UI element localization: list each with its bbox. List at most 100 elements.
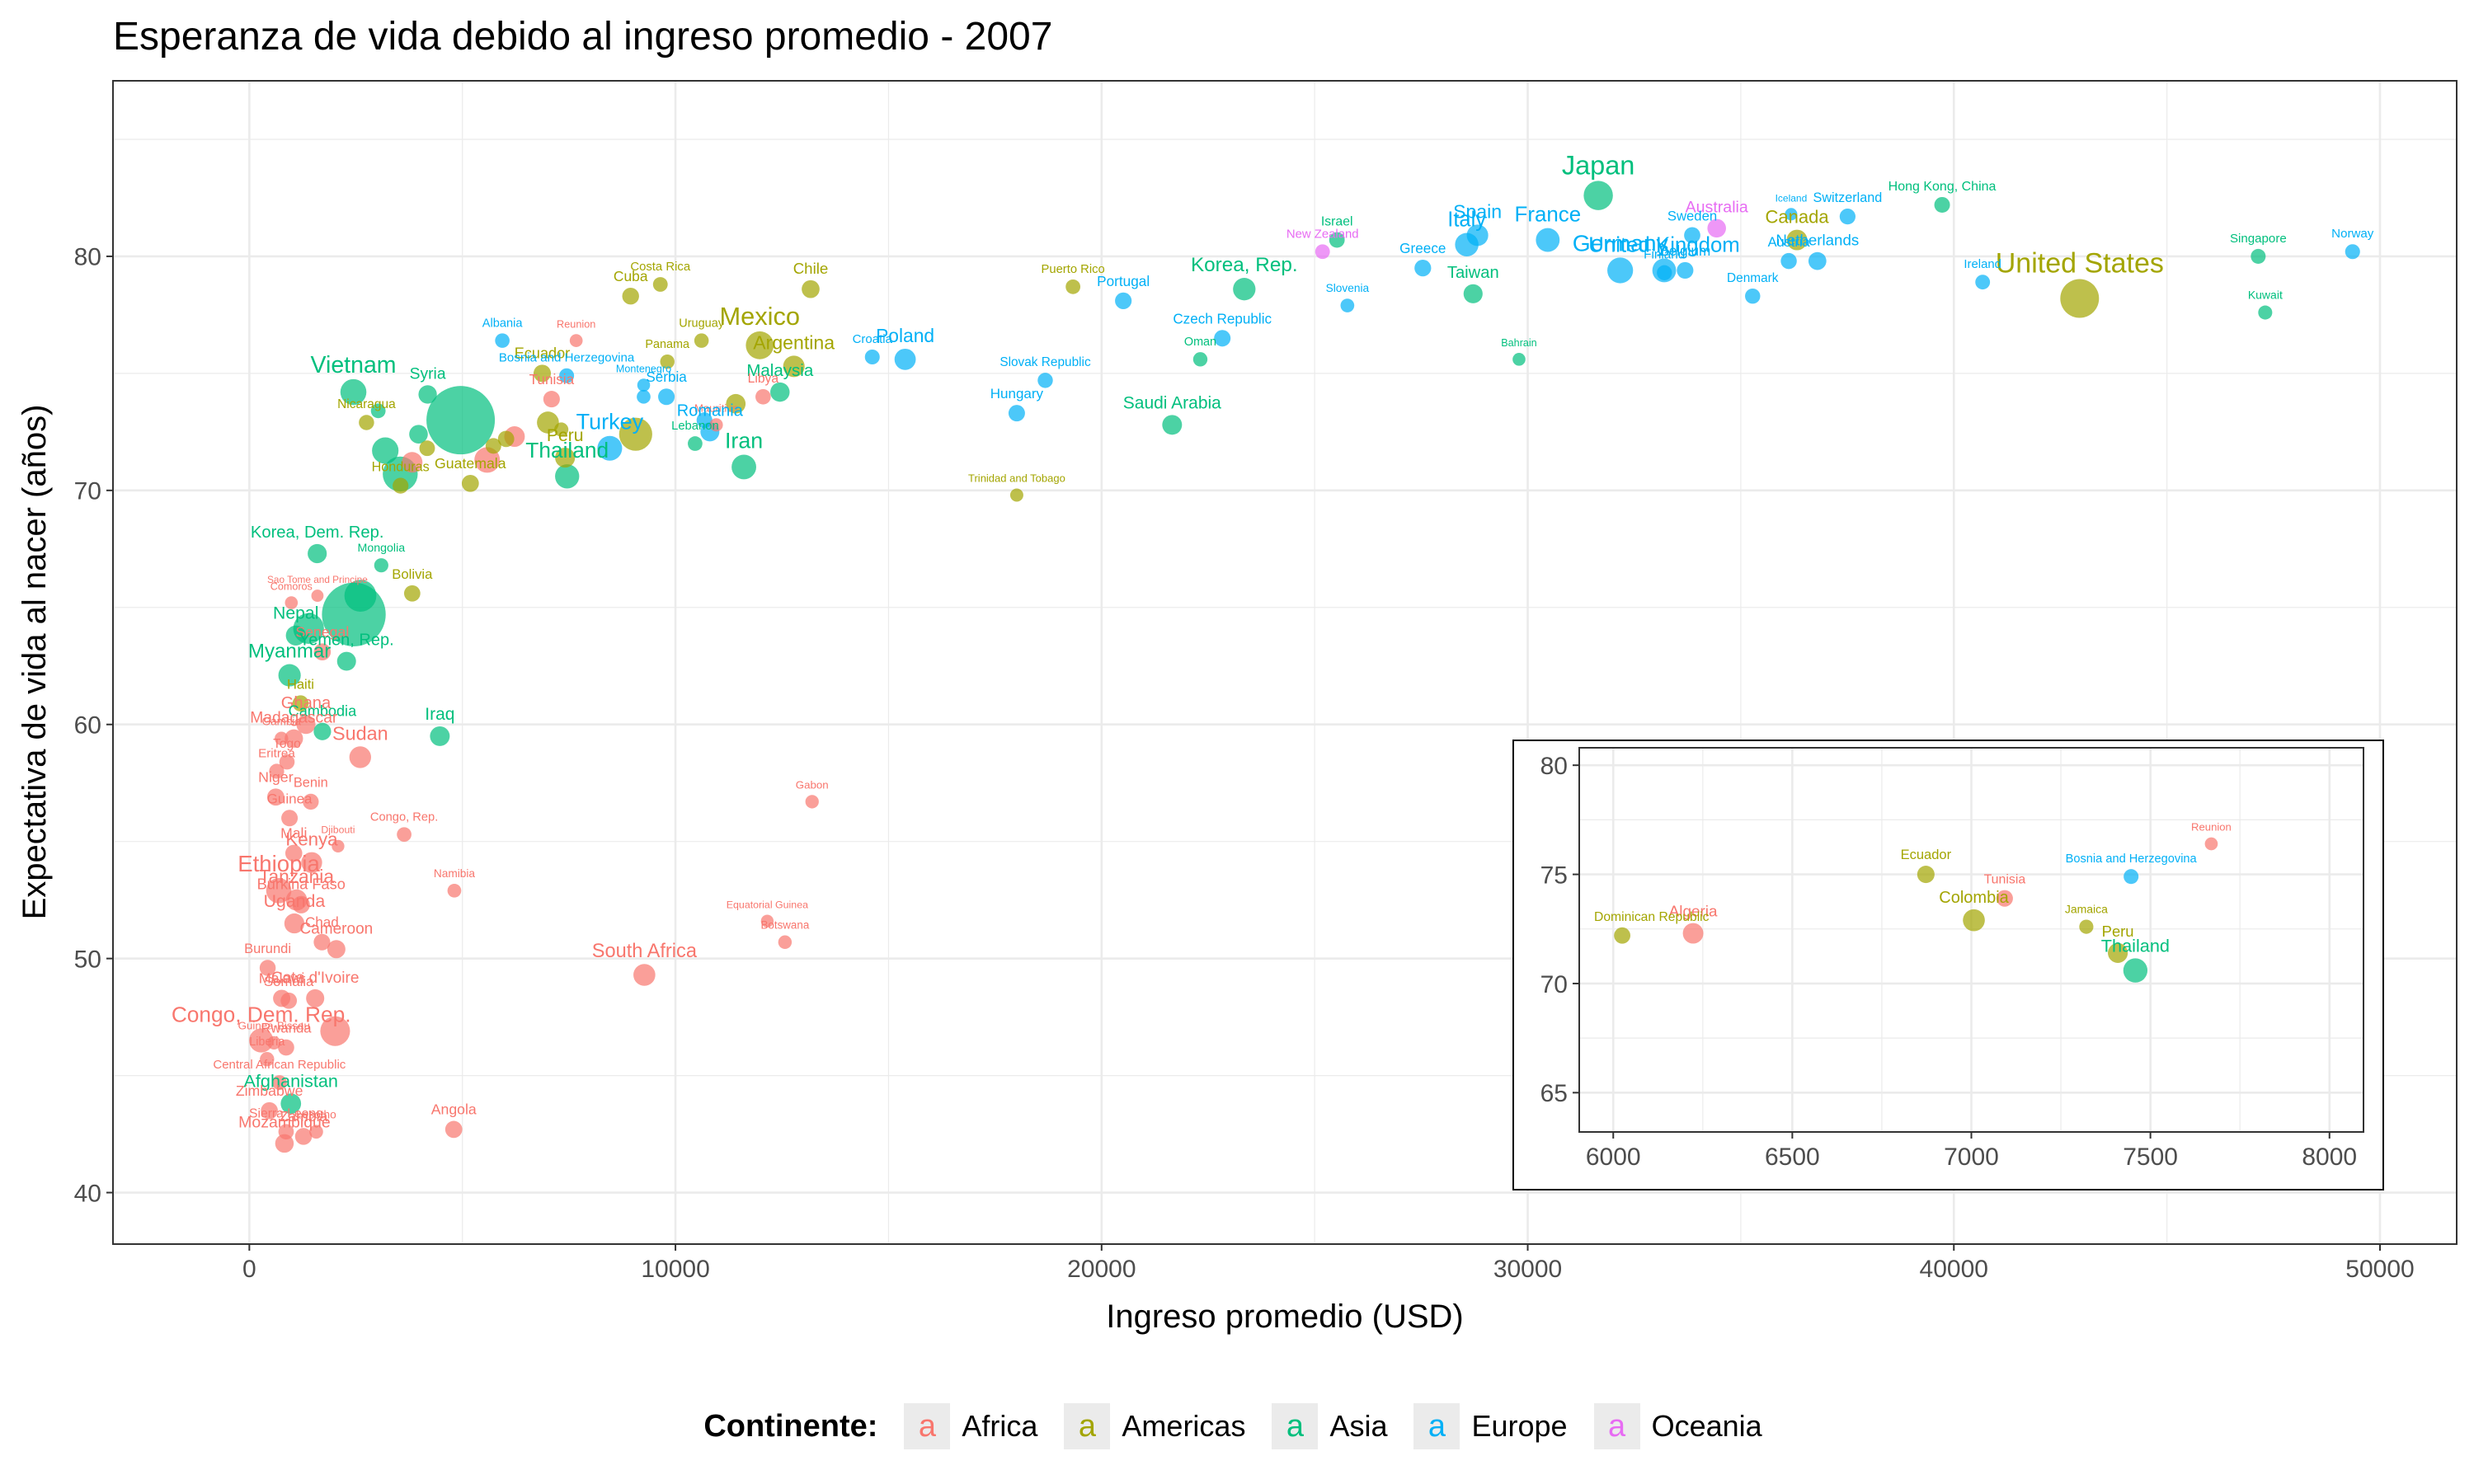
label-senegal: Senegal (295, 623, 349, 640)
point-sao-tome-and-principe (311, 589, 324, 603)
legend-label-africa: Africa (962, 1409, 1038, 1443)
point-zambia (294, 1128, 313, 1145)
y-tick-label: 75 (1540, 862, 1568, 889)
label-zimbabwe: Zimbabwe (236, 1082, 303, 1099)
label-norway: Norway (2331, 227, 2374, 241)
point-mauritius (709, 418, 723, 432)
label-nepal: Nepal (273, 604, 318, 623)
point-oman (1192, 352, 1208, 367)
point-reunion (569, 334, 583, 347)
label-switzerland: Switzerland (1813, 190, 1883, 205)
label-colombia: Colombia (1939, 889, 2009, 907)
label-congo-rep: Congo, Rep. (370, 810, 438, 824)
point-senegal (313, 643, 332, 661)
y-tick-label: 60 (74, 712, 101, 740)
label-hungary: Hungary (990, 386, 1044, 402)
point-mali (285, 844, 303, 862)
point-peru (2108, 942, 2128, 963)
point-equatorial-guinea (760, 914, 774, 928)
point-liberia (260, 1052, 275, 1067)
label-bolivia: Bolivia (392, 566, 433, 582)
point-netherlands (1808, 251, 1827, 270)
label-austria: Austria (1768, 235, 1811, 250)
label-trinidad-and-tobago: Trinidad and Tobago (968, 472, 1065, 485)
point-zimbabwe (261, 1101, 278, 1120)
point-burkina-faso (292, 895, 310, 913)
label-iran: Iran (725, 429, 763, 453)
point-finland (1657, 265, 1672, 280)
point-syria (418, 385, 437, 404)
label-iraq: Iraq (425, 705, 454, 724)
point-belgium (1677, 261, 1694, 279)
label-uruguay: Uruguay (679, 317, 725, 330)
label-oman: Oman (1184, 336, 1216, 349)
point-south-africa (633, 964, 656, 986)
label-taiwan: Taiwan (1447, 264, 1499, 282)
point-jamaica (2079, 919, 2094, 934)
label-hong-kong-china: Hong Kong, China (1888, 180, 1997, 194)
label-costa-rica: Costa Rica (630, 261, 691, 274)
point-eritrea (269, 763, 285, 779)
label-argentina: Argentina (753, 331, 835, 353)
point-uganda (284, 913, 305, 934)
label-united-states: United States (1996, 248, 2164, 279)
point-kuwait (2258, 305, 2273, 320)
label-denmark: Denmark (1727, 271, 1779, 285)
label-malawi: Malawi (259, 970, 305, 986)
label-equatorial-guinea: Equatorial Guinea (727, 899, 808, 911)
label-djibouti: Djibouti (321, 824, 355, 836)
label-namibia: Namibia (434, 867, 476, 880)
label-yemen-rep: Yemen, Rep. (299, 632, 394, 650)
label-serbia: Serbia (646, 369, 687, 385)
x-tick-label: 6500 (1765, 1144, 1820, 1171)
label-korea-rep: Korea, Rep. (1191, 254, 1298, 276)
point-malaysia (770, 382, 790, 402)
x-tick-label: 7000 (1944, 1144, 1999, 1171)
point-kenya (301, 852, 322, 873)
point-bolivia (403, 585, 421, 602)
point-macedonia (637, 389, 651, 404)
label-chad: Chad (305, 915, 339, 931)
label-poland: Poland (876, 325, 934, 346)
point-morocco (402, 452, 423, 473)
label-peru: Peru (2102, 923, 2134, 940)
point-albania (495, 333, 510, 348)
main-points (249, 181, 2360, 1153)
point-lebanon (688, 436, 703, 451)
point-angola (444, 1120, 463, 1139)
point-gambia (275, 731, 289, 745)
point-tunisia (543, 391, 560, 408)
label-bahrain: Bahrain (1501, 337, 1536, 349)
x-tick-label: 10000 (641, 1256, 709, 1283)
point-iceland (1785, 208, 1798, 221)
label-finland: Finland (1644, 248, 1685, 262)
label-thailand: Thailand (2101, 935, 2170, 956)
main-panel-border (112, 80, 2458, 1245)
label-niger: Niger (258, 768, 294, 785)
point-singapore (2251, 248, 2266, 264)
label-saudi-arabia: Saudi Arabia (1123, 393, 1221, 412)
point-colombia (1963, 909, 1985, 932)
point-congo-rep (397, 827, 412, 843)
point-norway (2345, 244, 2360, 260)
label-reunion: Reunion (557, 318, 595, 330)
label-ethiopia: Ethiopia (238, 851, 320, 876)
point-china (426, 386, 496, 455)
x-tick-label: 0 (242, 1256, 256, 1283)
point-cote-d-ivoire (306, 989, 325, 1007)
label-reunion: Reunion (2191, 821, 2232, 834)
point-germany (1607, 257, 1634, 284)
point-cuba (622, 287, 639, 305)
label-greece: Greece (1399, 240, 1446, 256)
point-bosnia-and-herzegovina (2124, 869, 2139, 885)
inset-background (1512, 740, 2384, 1190)
label-spain: Spain (1453, 200, 1502, 222)
point-bahrain (1512, 353, 1526, 366)
label-czech-republic: Czech Republic (1173, 311, 1272, 326)
point-ecuador (533, 364, 552, 383)
point-colombia (537, 411, 559, 434)
label-angola: Angola (431, 1101, 477, 1118)
label-mozambique: Mozambique (238, 1114, 331, 1132)
label-lesotho: Lesotho (296, 1108, 336, 1120)
